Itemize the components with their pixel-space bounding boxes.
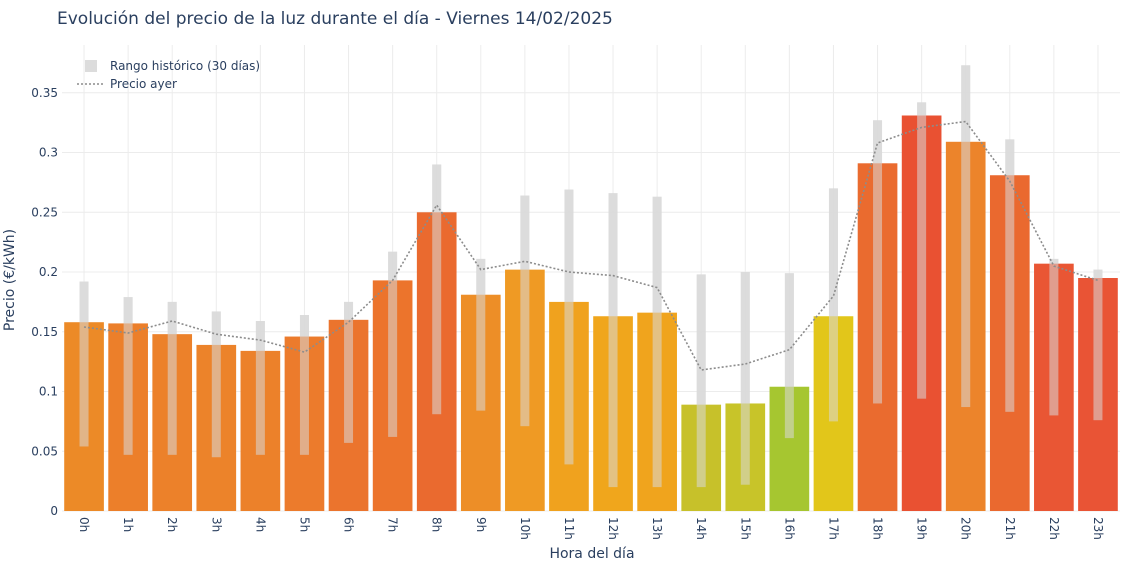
- historical-range-overlay-bar: [961, 65, 971, 408]
- historical-range-overlay-bar: [696, 274, 706, 488]
- yesterday-line-layer: [83, 120, 1099, 371]
- historical-range-overlay-bar: [167, 301, 177, 455]
- x-tick-label: 9h: [474, 517, 488, 532]
- x-tick-label: 3h: [209, 517, 223, 532]
- historical-range-overlay-bar: [432, 164, 442, 415]
- x-tick-label: 13h: [650, 517, 664, 540]
- x-tick-label: 23h: [1091, 517, 1105, 540]
- legend-range-swatch: [85, 60, 97, 72]
- chart-title: Evolución del precio de la luz durante e…: [57, 9, 613, 29]
- historical-range-overlay-bar: [1093, 269, 1103, 421]
- x-tick-label: 1h: [121, 517, 135, 532]
- historical-range-overlay-bar: [344, 301, 354, 443]
- legend-range-label: Rango histórico (30 días): [110, 59, 260, 73]
- x-tick-label: 2h: [165, 517, 179, 532]
- historical-range-overlay-bar: [520, 195, 530, 427]
- historical-range-overlay-bar: [873, 120, 883, 404]
- x-tick-label: 10h: [518, 517, 532, 540]
- y-tick-label: 0: [50, 504, 58, 518]
- historical-range-overlay-bar: [123, 297, 133, 455]
- historical-range-overlay-bar: [299, 315, 309, 455]
- x-tick-label: 19h: [915, 517, 929, 540]
- x-tick-label: 14h: [694, 517, 708, 540]
- historical-range-overlay-bar: [828, 188, 838, 422]
- x-tick-label: 16h: [782, 517, 796, 540]
- x-axis-ticks: 0h 1h 2h 3h 4h 5h 6h 7h 8h 9h 10h 11h 12h 13h 14h 15h 16…: [77, 517, 1105, 540]
- x-tick-label: 15h: [738, 517, 752, 540]
- x-tick-label: 12h: [606, 517, 620, 540]
- historical-range-overlay-bar: [784, 273, 794, 439]
- x-tick-label: 4h: [253, 517, 267, 532]
- y-tick-label: 0.25: [31, 205, 58, 219]
- y-tick-label: 0.3: [39, 146, 58, 160]
- x-tick-label: 18h: [871, 517, 885, 540]
- x-axis-label: Hora del día: [549, 546, 634, 562]
- x-tick-label: 21h: [1003, 517, 1017, 540]
- historical-range-overlay-bar: [211, 311, 221, 458]
- yesterday-price-line: [83, 120, 1099, 371]
- historical-range-overlay-bar: [255, 321, 265, 455]
- historical-range-overlay-bar: [608, 193, 618, 488]
- historical-range-overlay-bar: [1049, 258, 1059, 416]
- x-tick-label: 22h: [1047, 517, 1061, 540]
- historical-range-overlay-bar: [79, 281, 89, 447]
- x-tick-label: 7h: [386, 517, 400, 532]
- x-tick-label: 17h: [826, 517, 840, 540]
- y-axis-ticks: 0 0.05 0.1 0.15 0.2 0.25 0.3 0.35: [31, 86, 58, 518]
- x-tick-label: 6h: [342, 517, 356, 532]
- legend[interactable]: Rango histórico (30 días) Precio ayer: [77, 59, 260, 91]
- historical-range-overlay-bar: [652, 196, 662, 488]
- x-tick-label: 11h: [562, 517, 576, 540]
- x-tick-label: 20h: [959, 517, 973, 540]
- y-tick-label: 0.15: [31, 325, 58, 339]
- historical-range-overlay-bar: [740, 272, 750, 485]
- y-tick-label: 0.35: [31, 86, 58, 100]
- historical-range-overlay-bar: [917, 102, 927, 399]
- x-tick-label: 0h: [77, 517, 91, 532]
- x-tick-label: 8h: [430, 517, 444, 532]
- historical-range-overlay: [79, 65, 1103, 488]
- historical-range-overlay-bar: [476, 258, 486, 411]
- y-axis-label: Precio (€/kWh): [2, 229, 18, 331]
- y-tick-label: 0.2: [39, 265, 58, 279]
- y-tick-label: 0.1: [39, 385, 58, 399]
- historical-range-overlay-bar: [1005, 139, 1015, 412]
- legend-line-label: Precio ayer: [110, 77, 177, 91]
- historical-range-overlay-bar: [388, 251, 398, 437]
- x-tick-label: 5h: [297, 517, 311, 532]
- historical-range-overlay-bar: [564, 189, 574, 465]
- y-tick-label: 0.05: [31, 444, 58, 458]
